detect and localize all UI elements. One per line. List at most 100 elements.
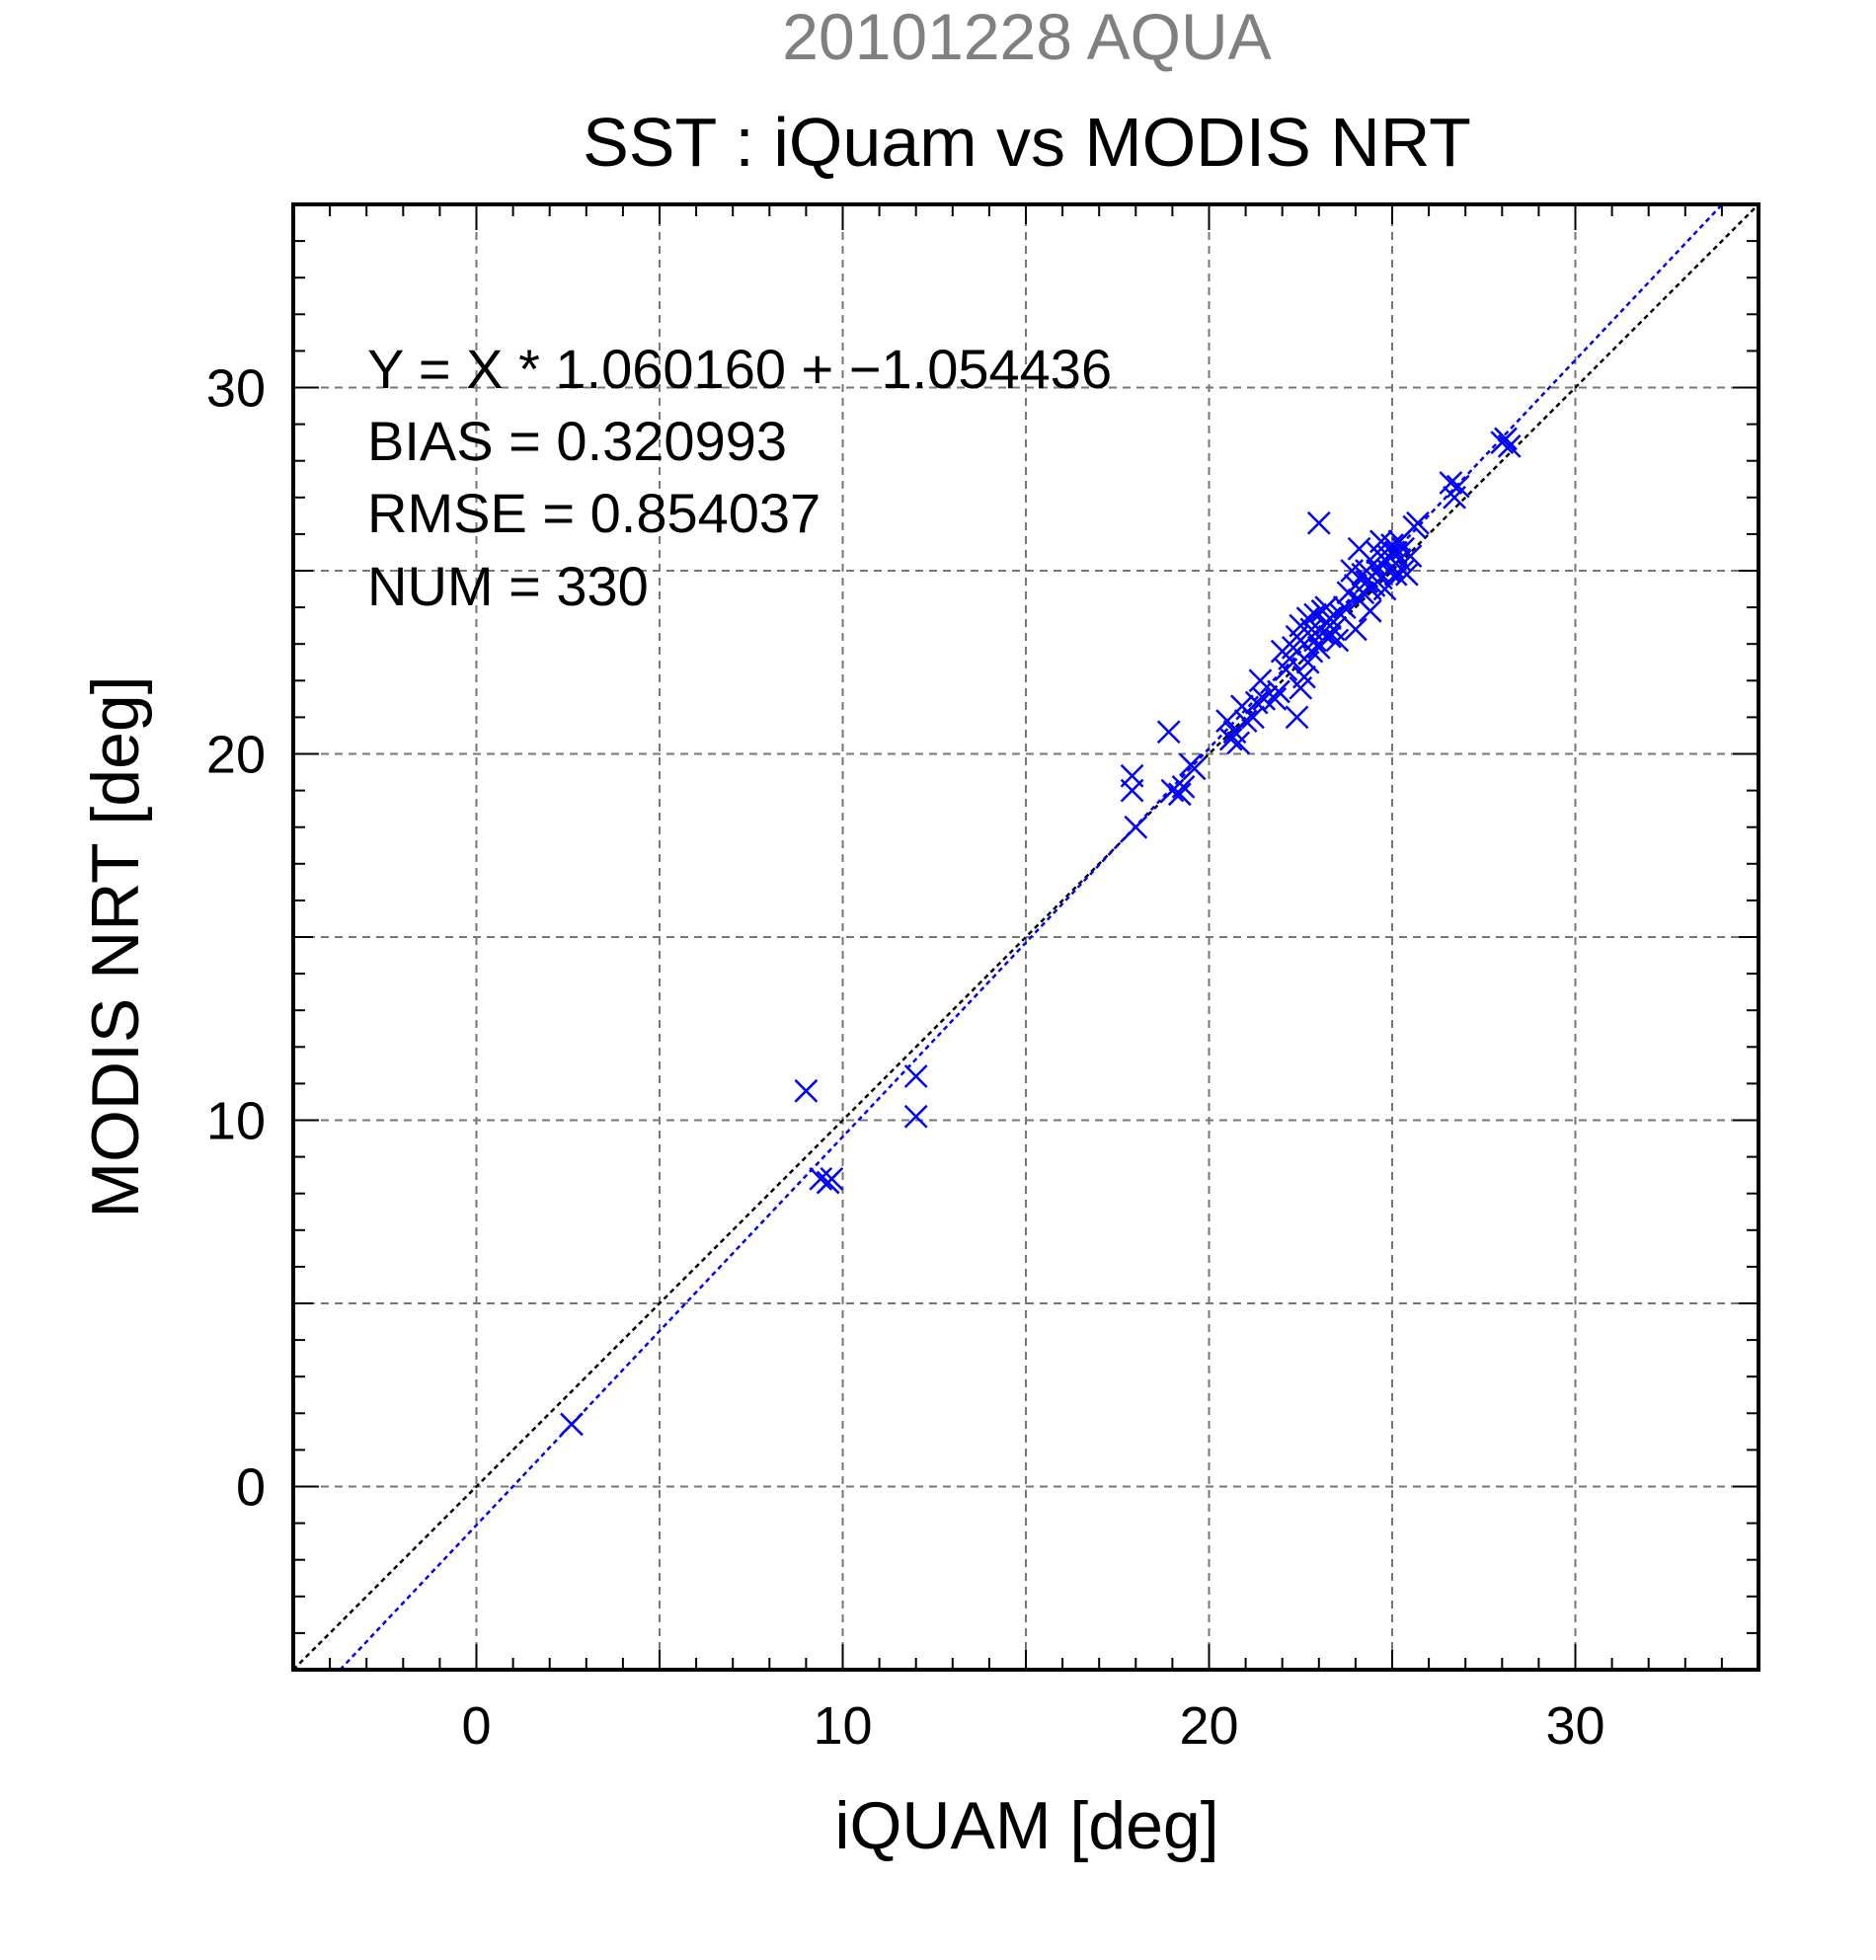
data-point <box>1252 686 1277 711</box>
data-point <box>1167 782 1192 807</box>
data-point <box>809 1166 833 1191</box>
data-point <box>1248 668 1273 693</box>
data-point <box>1226 731 1251 755</box>
data-point-stroke <box>1497 433 1522 458</box>
data-point <box>1325 628 1350 653</box>
data-point <box>1318 624 1342 649</box>
data-point-stroke <box>1120 778 1144 803</box>
y-tick-label: 20 <box>206 726 266 785</box>
data-point <box>1263 686 1288 711</box>
data-point-stroke <box>809 1166 833 1191</box>
data-point-stroke <box>794 1078 819 1103</box>
data-point <box>1124 815 1148 839</box>
x-axis-label: iQUAM [deg] <box>834 1788 1218 1863</box>
data-point-stroke <box>903 1104 928 1129</box>
data-point <box>1241 705 1265 730</box>
date-title: 20101228 AQUA <box>782 0 1271 73</box>
y-tick-label: 30 <box>206 359 266 419</box>
data-point-stroke <box>1267 679 1290 704</box>
data-point <box>1494 427 1518 451</box>
y-tick-label: 10 <box>206 1092 266 1151</box>
data-point <box>1358 598 1382 623</box>
data-point-stroke <box>1368 529 1393 554</box>
data-point-stroke <box>1182 756 1207 781</box>
data-point-stroke <box>1358 598 1382 623</box>
data-point <box>1372 577 1397 601</box>
data-point <box>1383 562 1408 587</box>
data-point-stroke <box>1230 694 1254 719</box>
data-point <box>1446 474 1470 499</box>
data-point-stroke <box>1244 690 1269 715</box>
data-point-stroke <box>1380 533 1404 557</box>
data-point <box>1406 510 1430 535</box>
data-point <box>1398 544 1423 569</box>
data-point-stroke <box>1318 624 1342 649</box>
chart-title: SST : iQuam vs MODIS NRT <box>583 104 1471 181</box>
data-point-stroke <box>1299 617 1324 642</box>
data-point-stroke <box>1344 617 1368 642</box>
data-point <box>1120 778 1144 803</box>
stats-rmse: RMSE = 0.854037 <box>367 482 821 544</box>
data-point-stroke <box>1406 510 1430 535</box>
x-tick-label: 20 <box>1179 1696 1238 1756</box>
data-point-stroke <box>1241 705 1265 730</box>
data-point-stroke <box>1332 595 1357 619</box>
data-point-stroke <box>1156 720 1181 745</box>
data-point-stroke <box>1285 705 1309 730</box>
data-point <box>1182 756 1207 781</box>
data-point <box>1394 562 1419 587</box>
data-point <box>903 1104 928 1129</box>
data-point-stroke <box>1292 665 1316 689</box>
data-point <box>1285 705 1309 730</box>
data-point <box>1332 595 1357 619</box>
data-point-stroke <box>1398 544 1423 569</box>
fit-line <box>339 203 1724 1671</box>
data-point-stroke <box>1171 775 1196 799</box>
data-point <box>1244 690 1269 715</box>
data-point-stroke <box>1347 536 1371 561</box>
x-tick-label: 0 <box>461 1696 491 1756</box>
data-point <box>560 1412 584 1437</box>
data-point-stroke <box>1306 510 1331 535</box>
grid <box>293 204 1759 1670</box>
data-point-stroke <box>1372 577 1397 601</box>
data-point-stroke <box>560 1412 584 1437</box>
data-point-stroke <box>1329 602 1353 627</box>
data-point-stroke <box>1226 731 1251 755</box>
data-point <box>1218 727 1243 751</box>
x-tick-label: 10 <box>813 1696 872 1756</box>
data-point-stroke <box>1446 474 1470 499</box>
data-point <box>1439 471 1463 495</box>
data-point-stroke <box>1263 686 1288 711</box>
data-point-stroke <box>1321 617 1346 642</box>
data-point-stroke <box>1314 595 1339 619</box>
stats-num: NUM = 330 <box>367 555 649 617</box>
data-point <box>794 1078 819 1103</box>
data-point-stroke <box>1233 709 1258 733</box>
data-point-stroke <box>1303 602 1327 627</box>
data-point <box>1171 775 1196 799</box>
data-point <box>1306 510 1331 535</box>
data-point <box>1267 679 1290 704</box>
data-point <box>1344 617 1368 642</box>
data-point-stroke <box>1252 686 1277 711</box>
stats-bias: BIAS = 0.320993 <box>367 410 787 472</box>
data-point <box>1366 559 1390 583</box>
data-point-stroke <box>903 1064 928 1088</box>
axis-ticks: 0 0 10 10 20 20 30 30 <box>206 203 1759 1756</box>
data-point <box>1497 433 1522 458</box>
data-point-stroke <box>1124 815 1148 839</box>
data-point-stroke <box>1383 562 1408 587</box>
data-point-stroke <box>820 1166 844 1191</box>
data-point-stroke <box>1167 782 1192 807</box>
y-axis-label: MODIS NRT [deg] <box>78 675 153 1217</box>
data-point-stroke <box>1248 668 1273 693</box>
data-point <box>1292 665 1316 689</box>
data-point <box>820 1166 844 1191</box>
data-point <box>1233 709 1258 733</box>
data-point-stroke <box>1325 628 1350 653</box>
data-point-stroke <box>1295 606 1320 631</box>
data-point-stroke <box>1366 559 1390 583</box>
